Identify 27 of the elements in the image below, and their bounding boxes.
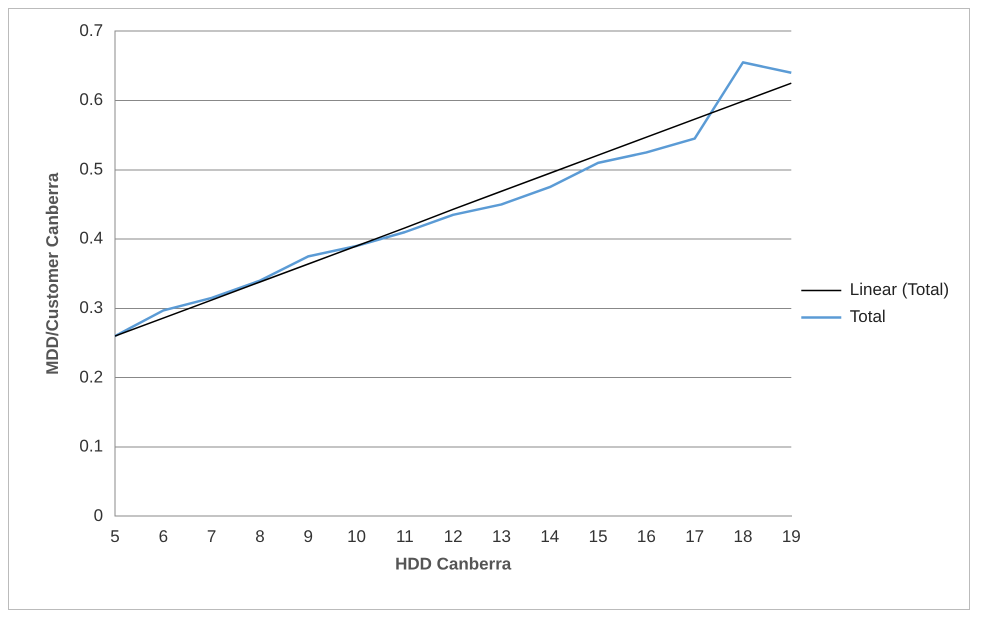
x-tick-label: 17 bbox=[685, 527, 704, 546]
x-tick-label: 8 bbox=[255, 527, 265, 546]
x-tick-label: 18 bbox=[734, 527, 752, 546]
y-tick-label: 0.7 bbox=[79, 20, 104, 40]
x-axis-title: HDD Canberra bbox=[395, 554, 512, 574]
x-tick-label: 19 bbox=[782, 527, 801, 546]
y-tick-label: 0.4 bbox=[79, 228, 104, 248]
y-tick-label: 0.5 bbox=[79, 159, 104, 178]
x-tick-label: 13 bbox=[492, 527, 511, 546]
x-tick-label: 11 bbox=[396, 527, 414, 546]
y-tick-label: 0.1 bbox=[79, 436, 104, 456]
y-tick-label: 0.2 bbox=[79, 367, 104, 386]
x-tick-label: 14 bbox=[540, 527, 560, 546]
y-tick-label: 0 bbox=[94, 506, 104, 525]
legend-label: Linear (Total) bbox=[850, 280, 950, 300]
x-tick-label: 10 bbox=[347, 527, 366, 546]
x-tick-label: 6 bbox=[158, 527, 168, 546]
x-tick-label: 5 bbox=[110, 527, 120, 546]
x-tick-label: 7 bbox=[206, 527, 216, 546]
x-tick-label: 12 bbox=[444, 527, 463, 546]
y-axis-title: MDD/Customer Canberra bbox=[42, 172, 62, 375]
x-tick-label: 15 bbox=[588, 527, 608, 546]
x-tick-label: 9 bbox=[304, 527, 313, 546]
y-tick-label: 0.3 bbox=[79, 298, 104, 318]
x-tick-label: 16 bbox=[636, 527, 656, 546]
y-tick-label: 0.6 bbox=[79, 90, 104, 110]
legend-label: Total bbox=[850, 307, 886, 326]
